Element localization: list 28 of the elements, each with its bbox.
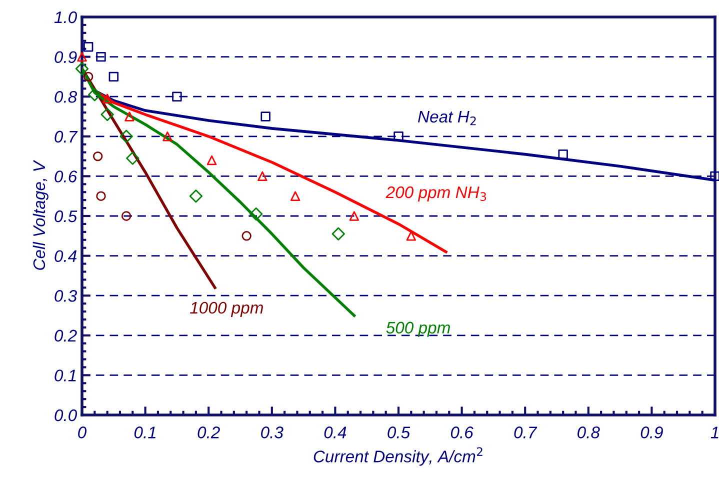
x-tick-label: 0.4 (324, 426, 346, 438)
series-label: Neat H$_{2}$ (418, 110, 476, 126)
y-tick-label: 0.2 (54, 330, 77, 342)
y-tick-label: 0.8 (54, 91, 78, 103)
x-tick-label: 0.1 (134, 426, 156, 438)
y-axis-title: Cell Voltage, V (32, 160, 48, 270)
y-tick-label: 0.1 (54, 370, 76, 382)
x-tick-label: 0 (78, 426, 86, 438)
y-tick-label: 0.0 (54, 409, 77, 422)
x-tick-label: 0.5 (388, 426, 410, 438)
y-tick-label: 0.9 (54, 51, 77, 64)
y-tick-label: 0.6 (54, 170, 78, 182)
series-label: 200 ppm NH$_{3}$ (386, 186, 486, 202)
y-tick-label: 0.7 (54, 130, 78, 143)
x-axis-title: Current Density, A/cm$^{2}$ (314, 447, 482, 466)
y-tick-label: 0.5 (54, 210, 78, 222)
x-tick-label: 0.2 (198, 426, 220, 438)
series-label: 1000 ppm (190, 302, 263, 317)
x-tick-label: 0.6 (450, 426, 474, 438)
x-tick-label: 0.8 (578, 426, 600, 438)
x-tick-label: 0.3 (261, 426, 284, 438)
y-tick-label: 0.3 (54, 290, 77, 302)
x-tick-label: 0.7 (514, 426, 538, 438)
y-tick-label: 0.4 (54, 250, 77, 262)
x-tick-label: 1 (710, 426, 718, 438)
x-tick-label: 0.9 (640, 426, 663, 438)
y-tick-label: 1.0 (54, 11, 77, 24)
series-label: 500 ppm (386, 322, 450, 337)
